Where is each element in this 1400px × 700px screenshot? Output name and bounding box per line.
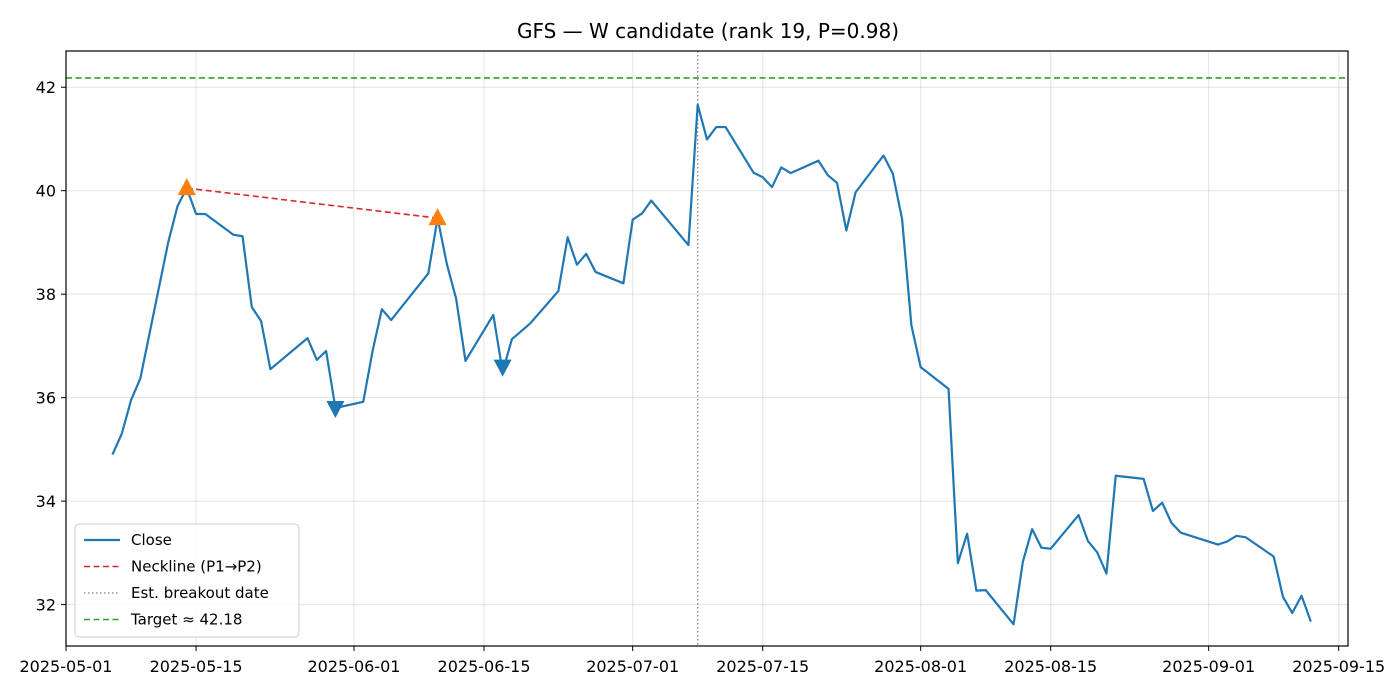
- legend-box: [74, 523, 300, 638]
- y-tick-label: 36: [36, 389, 56, 408]
- legend-label: Close: [131, 531, 172, 549]
- x-tick-label: 2025-09-15: [1292, 657, 1385, 676]
- y-tick-label: 32: [36, 596, 56, 615]
- close-price-line: [111, 103, 1312, 626]
- reference-lines: [66, 51, 1348, 646]
- x-tick-label: 2025-06-15: [438, 657, 531, 676]
- neckline: [186, 187, 438, 219]
- trough-marker: [493, 359, 512, 377]
- chart-title: GFS — W candidate (rank 19, P=0.98): [517, 19, 899, 43]
- trough-marker: [326, 401, 345, 418]
- y-tick-label: 38: [36, 285, 56, 304]
- peak-marker: [428, 208, 447, 226]
- marker-layer: [177, 178, 512, 418]
- legend-label: Est. breakout date: [131, 584, 269, 602]
- x-tick-label: 2025-09-01: [1162, 657, 1255, 676]
- y-tick-label: 42: [36, 78, 56, 97]
- x-tick-label: 2025-05-01: [20, 657, 113, 676]
- legend-label: Target ≈ 42.18: [130, 611, 242, 629]
- legend-label: Neckline (P1→P2): [131, 558, 262, 576]
- axis-layer: 2025-05-01 2025-05-15 2025-06-01 2025-06-15…: [20, 78, 1386, 676]
- legend: Close Neckline (P1→P2) Est. breakout date T…: [74, 523, 300, 638]
- x-tick-label: 2025-08-01: [874, 657, 967, 676]
- y-tick-label: 34: [36, 492, 56, 511]
- peak-marker: [177, 178, 196, 196]
- x-tick-label: 2025-08-15: [1004, 657, 1097, 676]
- x-tick-label: 2025-07-15: [716, 657, 809, 676]
- x-tick-label: 2025-05-15: [150, 657, 243, 676]
- y-tick-label: 40: [36, 182, 56, 201]
- plot-frame: [65, 50, 1349, 647]
- series-layer: [111, 103, 1312, 626]
- x-tick-label: 2025-07-01: [586, 657, 679, 676]
- x-tick-label: 2025-06-01: [307, 657, 400, 676]
